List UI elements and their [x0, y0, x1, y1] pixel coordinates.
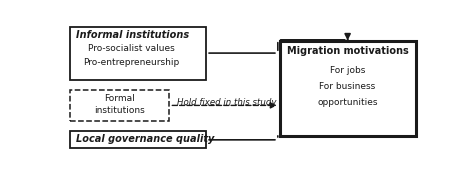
Text: Formal: Formal	[104, 94, 135, 103]
Text: For jobs: For jobs	[330, 66, 365, 76]
Bar	[70, 89, 170, 121]
Bar	[70, 27, 206, 80]
Bar	[70, 131, 206, 148]
Text: Pro-entrepreneurship: Pro-entrepreneurship	[83, 58, 179, 67]
Text: Hold fixed in this study: Hold fixed in this study	[177, 98, 276, 107]
Text: Local governance quality: Local governance quality	[76, 134, 214, 144]
Text: Pro-socialist values: Pro-socialist values	[88, 44, 174, 53]
Bar	[280, 40, 416, 136]
Text: institutions: institutions	[94, 106, 145, 115]
Text: opportunities: opportunities	[318, 98, 378, 107]
Text: For business: For business	[319, 82, 376, 91]
Text: Migration motivations: Migration motivations	[287, 46, 409, 56]
Text: Informal institutions: Informal institutions	[76, 30, 189, 40]
